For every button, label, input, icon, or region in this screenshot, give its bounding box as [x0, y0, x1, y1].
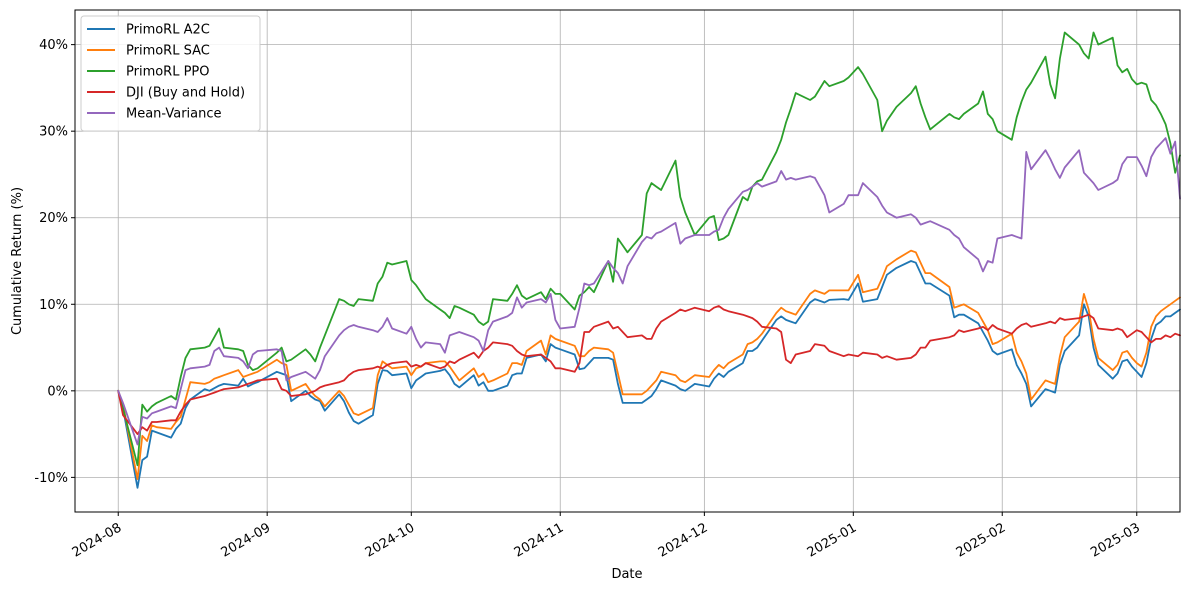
x-axis-title: Date — [611, 567, 642, 582]
legend-label: PrimoRL A2C — [126, 23, 210, 38]
series-line-3 — [117, 305, 1181, 435]
legend-label: PrimoRL SAC — [126, 44, 210, 59]
legend: PrimoRL A2C PrimoRL SAC PrimoRL PPO DJI (Bu… — [80, 15, 261, 132]
legend-box — [80, 15, 261, 132]
grid — [75, 10, 1180, 512]
series-line-2 — [117, 31, 1181, 467]
y-tick-label: 20% — [39, 211, 68, 226]
series-line-4 — [117, 137, 1181, 446]
legend-label: PrimoRL PPO — [126, 65, 210, 80]
y-tick-label: 10% — [39, 298, 68, 313]
y-tick-label: 30% — [39, 125, 68, 140]
series-lines — [117, 31, 1181, 489]
series-line-0 — [117, 260, 1181, 489]
legend-label: DJI (Buy and Hold) — [126, 86, 245, 101]
y-tick-label: 0% — [47, 384, 68, 399]
y-axis-ticks: -10% 0% 10% 20% 30% 40% — [34, 38, 75, 486]
plot-area-frame — [74, 9, 1181, 513]
y-tick-label: 40% — [39, 38, 68, 53]
y-tick-label: -10% — [34, 471, 68, 486]
series-line-1 — [117, 249, 1181, 480]
legend-label: Mean-Variance — [126, 107, 222, 122]
y-axis-title: Cumulative Return (%) — [10, 187, 25, 335]
